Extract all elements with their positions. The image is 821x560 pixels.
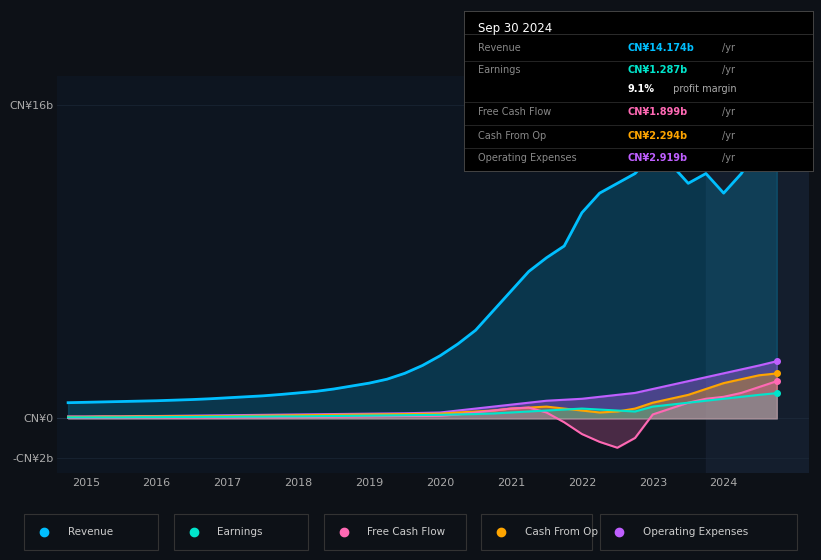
FancyBboxPatch shape: [25, 514, 158, 550]
Text: /yr: /yr: [722, 107, 735, 116]
Text: Cash From Op: Cash From Op: [478, 130, 546, 141]
Text: /yr: /yr: [722, 153, 735, 163]
Text: CN¥2.294b: CN¥2.294b: [628, 130, 688, 141]
Text: Operating Expenses: Operating Expenses: [478, 153, 576, 163]
Text: Free Cash Flow: Free Cash Flow: [478, 107, 551, 116]
Text: Revenue: Revenue: [478, 43, 521, 53]
Text: /yr: /yr: [722, 66, 735, 75]
Text: /yr: /yr: [722, 130, 735, 141]
Text: /yr: /yr: [722, 43, 735, 53]
Text: Cash From Op: Cash From Op: [525, 527, 598, 537]
FancyBboxPatch shape: [481, 514, 592, 550]
Bar: [706, 76, 809, 473]
Text: 9.1%: 9.1%: [628, 85, 655, 95]
FancyBboxPatch shape: [174, 514, 308, 550]
Text: profit margin: profit margin: [670, 85, 736, 95]
Text: CN¥14.174b: CN¥14.174b: [628, 43, 695, 53]
Text: CN¥2.919b: CN¥2.919b: [628, 153, 688, 163]
Text: Earnings: Earnings: [478, 66, 521, 75]
Text: Revenue: Revenue: [67, 527, 112, 537]
Text: Operating Expenses: Operating Expenses: [643, 527, 748, 537]
Text: Sep 30 2024: Sep 30 2024: [478, 22, 552, 35]
FancyBboxPatch shape: [599, 514, 796, 550]
Text: CN¥1.287b: CN¥1.287b: [628, 66, 688, 75]
Text: Free Cash Flow: Free Cash Flow: [367, 527, 445, 537]
Text: CN¥1.899b: CN¥1.899b: [628, 107, 688, 116]
FancyBboxPatch shape: [323, 514, 466, 550]
Text: Earnings: Earnings: [218, 527, 263, 537]
